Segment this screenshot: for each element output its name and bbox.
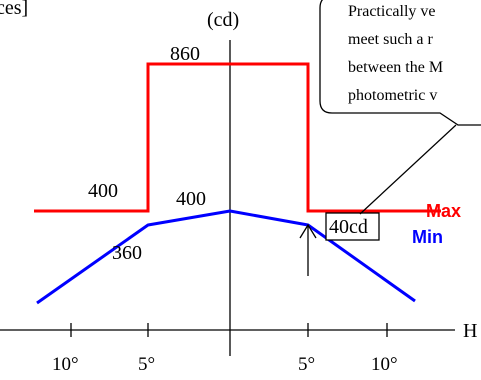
callout-line-1: Practically ve [348,3,436,20]
max-label: Max [426,201,461,221]
callout-line-2: meet such a r [348,31,434,48]
boxed-label-text: 40cd [329,216,368,238]
leader-line [359,124,457,215]
tick-label-right-5: 5° [298,354,315,375]
max-center-value: 860 [170,43,200,65]
h-axis-label: H [463,320,477,342]
callout-line-3: between the M [348,59,443,76]
max-line [34,62,441,213]
tick-label-right-10: 10° [371,354,398,375]
callout-bubble [319,0,481,126]
tick-label-left-5: 5° [138,354,155,375]
min-shoulder-value: 360 [112,242,142,264]
tick-label-left-10: 10° [52,354,79,375]
unit-label: (cd) [207,9,239,31]
callout-line-4: photometric v [348,87,437,104]
min-line [36,209,416,305]
max-outer-value: 400 [88,180,118,202]
arrow-up-icon [299,223,317,239]
boxed-label-frame [325,212,380,241]
min-label: Min [412,227,443,247]
min-center-value: 400 [176,188,206,210]
corner-fragment-text: ces] [0,0,28,19]
